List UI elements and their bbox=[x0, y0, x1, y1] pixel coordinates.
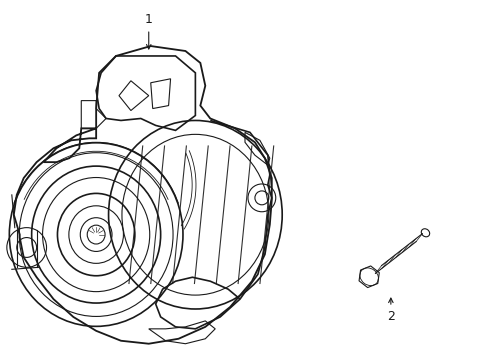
Text: 2: 2 bbox=[386, 310, 394, 323]
Text: 1: 1 bbox=[144, 13, 152, 26]
